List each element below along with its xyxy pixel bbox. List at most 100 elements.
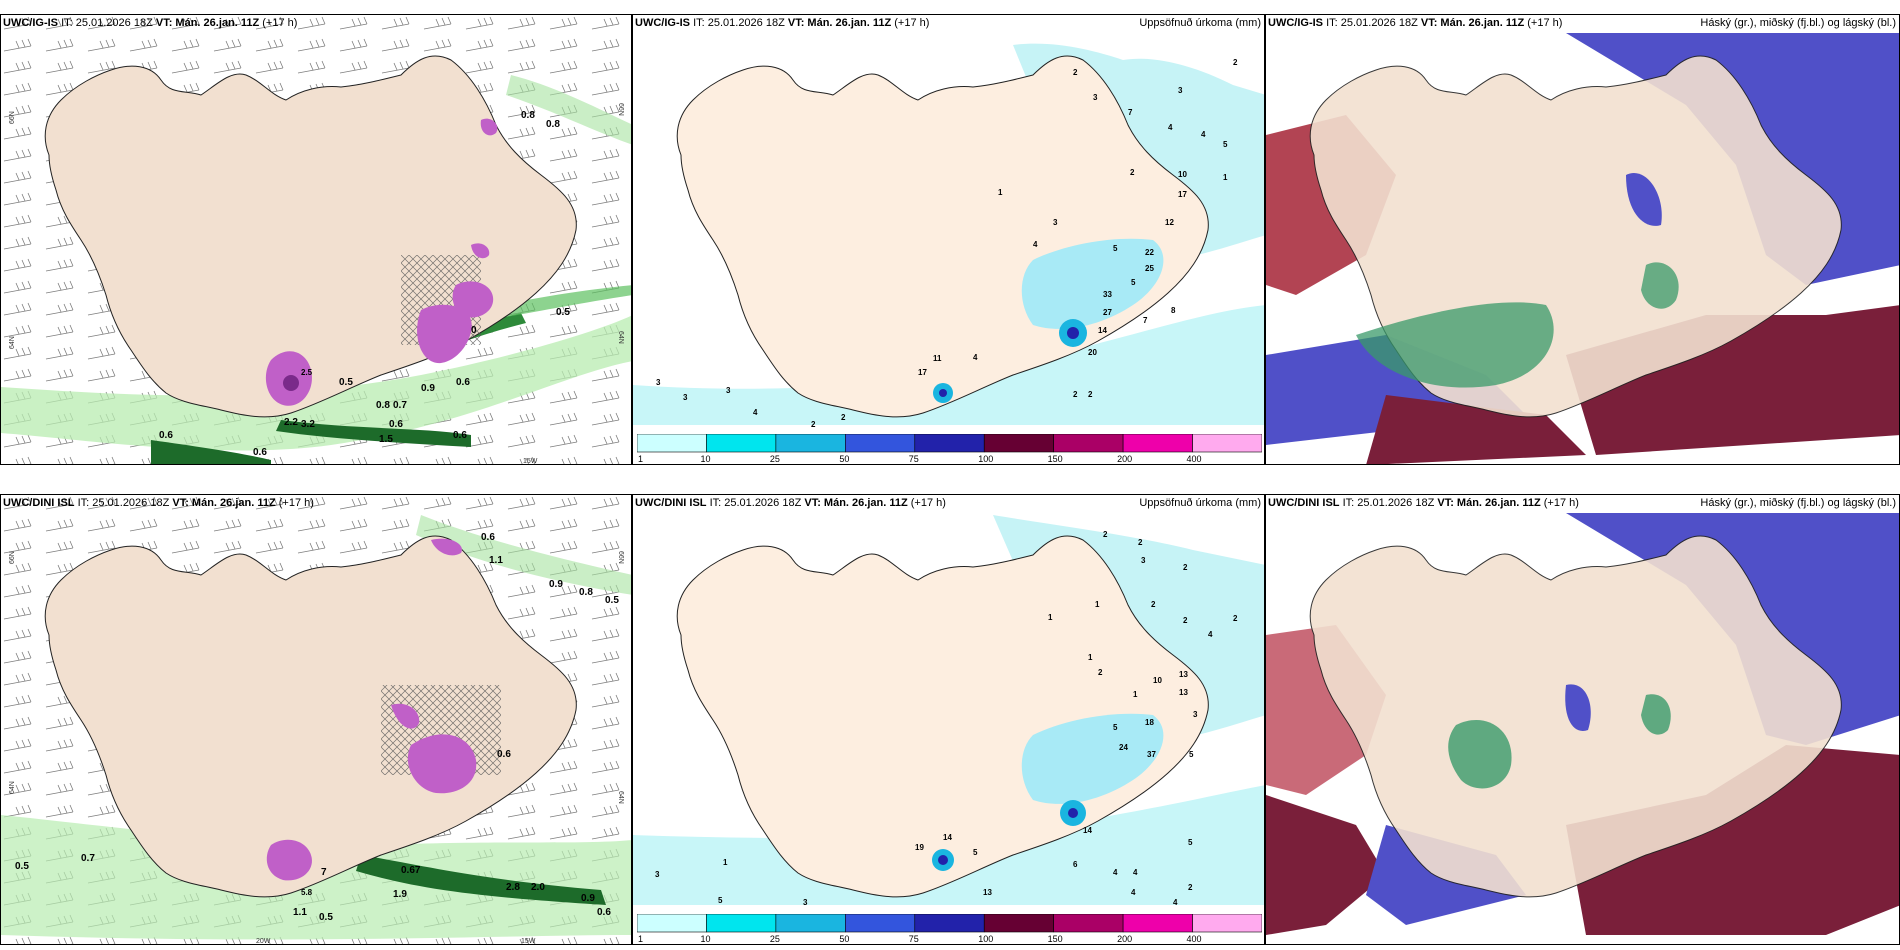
wind-label: 2.2 — [284, 417, 298, 428]
precip-label: 2 — [1188, 883, 1193, 892]
precip-title: Uppsöfnuð úrkoma (mm) — [1139, 17, 1261, 29]
wind-label: 2.0 — [531, 882, 545, 893]
precip-label: 19 — [915, 843, 924, 852]
precip-title: Uppsöfnuð úrkoma (mm) — [1139, 497, 1261, 509]
precip-label: 5 — [1113, 244, 1118, 253]
precip-label: 17 — [1178, 190, 1187, 199]
precip-label: 3 — [1141, 556, 1146, 565]
lat-label: 66N — [9, 551, 16, 564]
lon-label: 20W — [256, 938, 271, 945]
colorbar-tick-label: 75 — [909, 934, 919, 944]
wind-label: 0.6 — [159, 430, 173, 441]
colorbar-segment — [637, 914, 707, 933]
colorbar-tick-label: 400 — [1187, 454, 1202, 464]
precip-label: 13 — [983, 888, 992, 897]
colorbar-segment — [775, 914, 846, 933]
precip-colorbar: 1 10 25 50 75 100 150 200 400 — [637, 434, 1262, 464]
wind-label: 0.6 — [453, 430, 467, 441]
precip-label: 3 — [803, 898, 808, 907]
colorbar-segment — [914, 434, 985, 453]
colorbar-segment — [983, 434, 1054, 453]
precip-label: 2 — [1138, 538, 1143, 547]
colorbar-tick-label: 150 — [1048, 934, 1063, 944]
wind-map-bottom: 0.6 1.1 0.9 0.8 0.5 0.6 0.7 0.9 0.6 0.67… — [1, 495, 631, 945]
wind-label: 0.9 — [581, 893, 595, 904]
colorbar-tick-label: 25 — [770, 454, 780, 464]
precip-label: 2 — [1183, 616, 1188, 625]
precip-label: 1 — [1088, 653, 1093, 662]
colorbar-segment — [775, 434, 846, 453]
wind-label: 0.8 — [546, 119, 560, 130]
precip-label: 18 — [1145, 718, 1154, 727]
colorbar-tick-label: 10 — [700, 934, 710, 944]
wind-label: 2.5 — [301, 368, 313, 377]
precip-label: 14 — [1098, 326, 1107, 335]
wind-label: 0.67 — [401, 865, 421, 876]
cloud-map-bottom — [1266, 495, 1899, 944]
precip-label: 4 — [1133, 868, 1138, 877]
precip-label: 2 — [1233, 58, 1238, 67]
colorbar-segment — [1122, 914, 1193, 933]
colorbar-segment — [637, 434, 707, 453]
wind-label: 0 — [471, 325, 477, 336]
precip-label: 1 — [998, 188, 1003, 197]
wind-label: 0.5 — [339, 377, 353, 388]
precip-label: 1 — [1133, 690, 1138, 699]
cloud-title: Háský (gr.), miðský (fj.bl.) og lágský (… — [1700, 497, 1896, 509]
precip-label: 13 — [1179, 670, 1188, 679]
precip-label: 3 — [726, 386, 731, 395]
precip-label: 4 — [1113, 868, 1118, 877]
lat-label: 66N — [617, 551, 624, 564]
colorbar-segment — [1053, 434, 1124, 453]
precip-label: 2 — [811, 420, 816, 429]
wind-label: 0.5 — [319, 912, 333, 923]
precip-label: 10 — [1178, 170, 1187, 179]
panel-title: UWC/IG-IS IT: 25.01.2026 18Z VT: Mán. 26… — [1268, 17, 1563, 29]
precip-label: 2 — [1151, 600, 1156, 609]
wind-label: 1.1 — [293, 907, 307, 918]
precip-label: 3 — [656, 378, 661, 387]
precip-label: 1 — [1095, 600, 1100, 609]
precip-label: 3 — [1193, 710, 1198, 719]
colorbar-tick-label: 75 — [909, 454, 919, 464]
precip-label: 4 — [1131, 888, 1136, 897]
colorbar-tick-label: 25 — [770, 934, 780, 944]
precip-label: 2 — [1073, 390, 1078, 399]
precip-label: 11 — [933, 354, 942, 363]
wind-label: 0.5 — [556, 307, 570, 318]
colorbar-segment — [1053, 914, 1124, 933]
precip-label: 2 — [1103, 530, 1108, 539]
cloud-title: Háský (gr.), miðský (fj.bl.) og lágský (… — [1700, 17, 1896, 29]
precip-label: 24 — [1119, 743, 1128, 752]
wind-label: 1.1 — [489, 555, 503, 566]
precip-label: 5 — [1113, 723, 1118, 732]
precip-label: 2 — [1098, 668, 1103, 677]
wind-label: 0.7 — [393, 400, 407, 411]
wind-label: 2.8 — [506, 882, 520, 893]
wind-label: 7 — [321, 867, 327, 878]
precip-label: 12 — [1165, 218, 1174, 227]
colorbar-tick-label: 400 — [1187, 934, 1202, 944]
lat-label: 66N — [9, 111, 16, 124]
lat-label: 64N — [617, 791, 624, 804]
precip-label: 2 — [1130, 168, 1135, 177]
precip-label: 5 — [718, 896, 723, 905]
wind-map-top: 0.8 0.8 0.5 0.9 0.6 0.5 0.8 0.7 0.6 0.6 … — [1, 15, 631, 464]
colorbar-tick-label: 1 — [638, 934, 643, 944]
precip-label: 4 — [1201, 130, 1206, 139]
wind-label: 0.9 — [421, 383, 435, 394]
precip-label: 10 — [1153, 676, 1162, 685]
precip-label: 4 — [1033, 240, 1038, 249]
precip-label: 2 — [1088, 390, 1093, 399]
colorbar-segment — [1192, 914, 1262, 933]
panel-title: UWC/IG-IS IT: 25.01.2026 18Z VT: Mán. 26… — [635, 17, 930, 29]
wind-label: 0.8 — [521, 110, 535, 121]
precip-label: 7 — [1143, 316, 1148, 325]
wind-label: 0.6 — [497, 749, 511, 760]
lat-label: 64N — [9, 336, 16, 349]
precip-label: 1 — [1048, 613, 1053, 622]
cloud-panel-bottom: UWC/DINI ISL IT: 25.01.2026 18Z VT: Mán.… — [1265, 494, 1900, 945]
precip-label: 2 — [1183, 563, 1188, 572]
precip-label: 20 — [1088, 348, 1097, 357]
precip-label: 3 — [1053, 218, 1058, 227]
